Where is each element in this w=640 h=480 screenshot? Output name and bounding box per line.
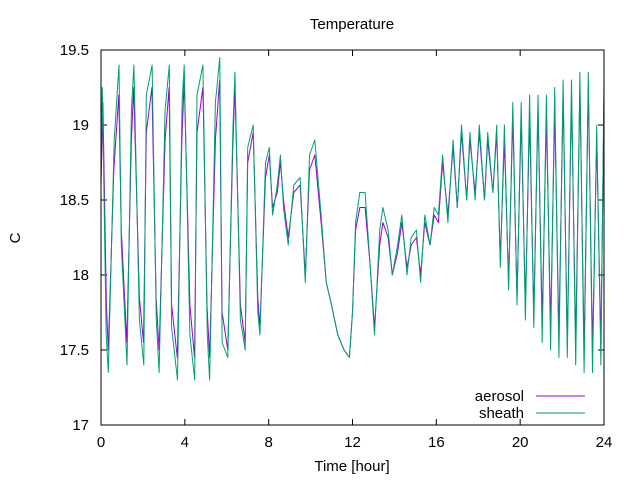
x-tick-label: 24 bbox=[596, 434, 613, 451]
plot-border bbox=[100, 49, 605, 426]
y-tick-label: 18 bbox=[72, 267, 89, 284]
y-tick-label: 17 bbox=[72, 417, 89, 434]
y-tick-label: 18.5 bbox=[60, 192, 89, 209]
y-tick-label: 17.5 bbox=[60, 342, 89, 359]
plot-area bbox=[100, 57, 605, 381]
x-tick-label: 12 bbox=[344, 434, 361, 451]
x-tick-label: 20 bbox=[512, 434, 529, 451]
legend-label-sheath: sheath bbox=[479, 405, 524, 422]
chart-title: Temperature bbox=[310, 16, 394, 33]
y-axis-label: C bbox=[7, 232, 24, 243]
legend-label-aerosol: aerosol bbox=[475, 388, 524, 405]
x-axis-label: Time [hour] bbox=[314, 458, 389, 475]
x-tick-label: 0 bbox=[97, 434, 105, 451]
series-line-sheath bbox=[100, 57, 605, 381]
x-tick-label: 16 bbox=[428, 434, 445, 451]
x-tick-label: 4 bbox=[181, 434, 189, 451]
y-tick-label: 19.5 bbox=[60, 42, 89, 59]
x-tick-label: 8 bbox=[264, 434, 272, 451]
legend: aerosol sheath bbox=[475, 388, 585, 422]
y-tick-label: 19 bbox=[72, 117, 89, 134]
